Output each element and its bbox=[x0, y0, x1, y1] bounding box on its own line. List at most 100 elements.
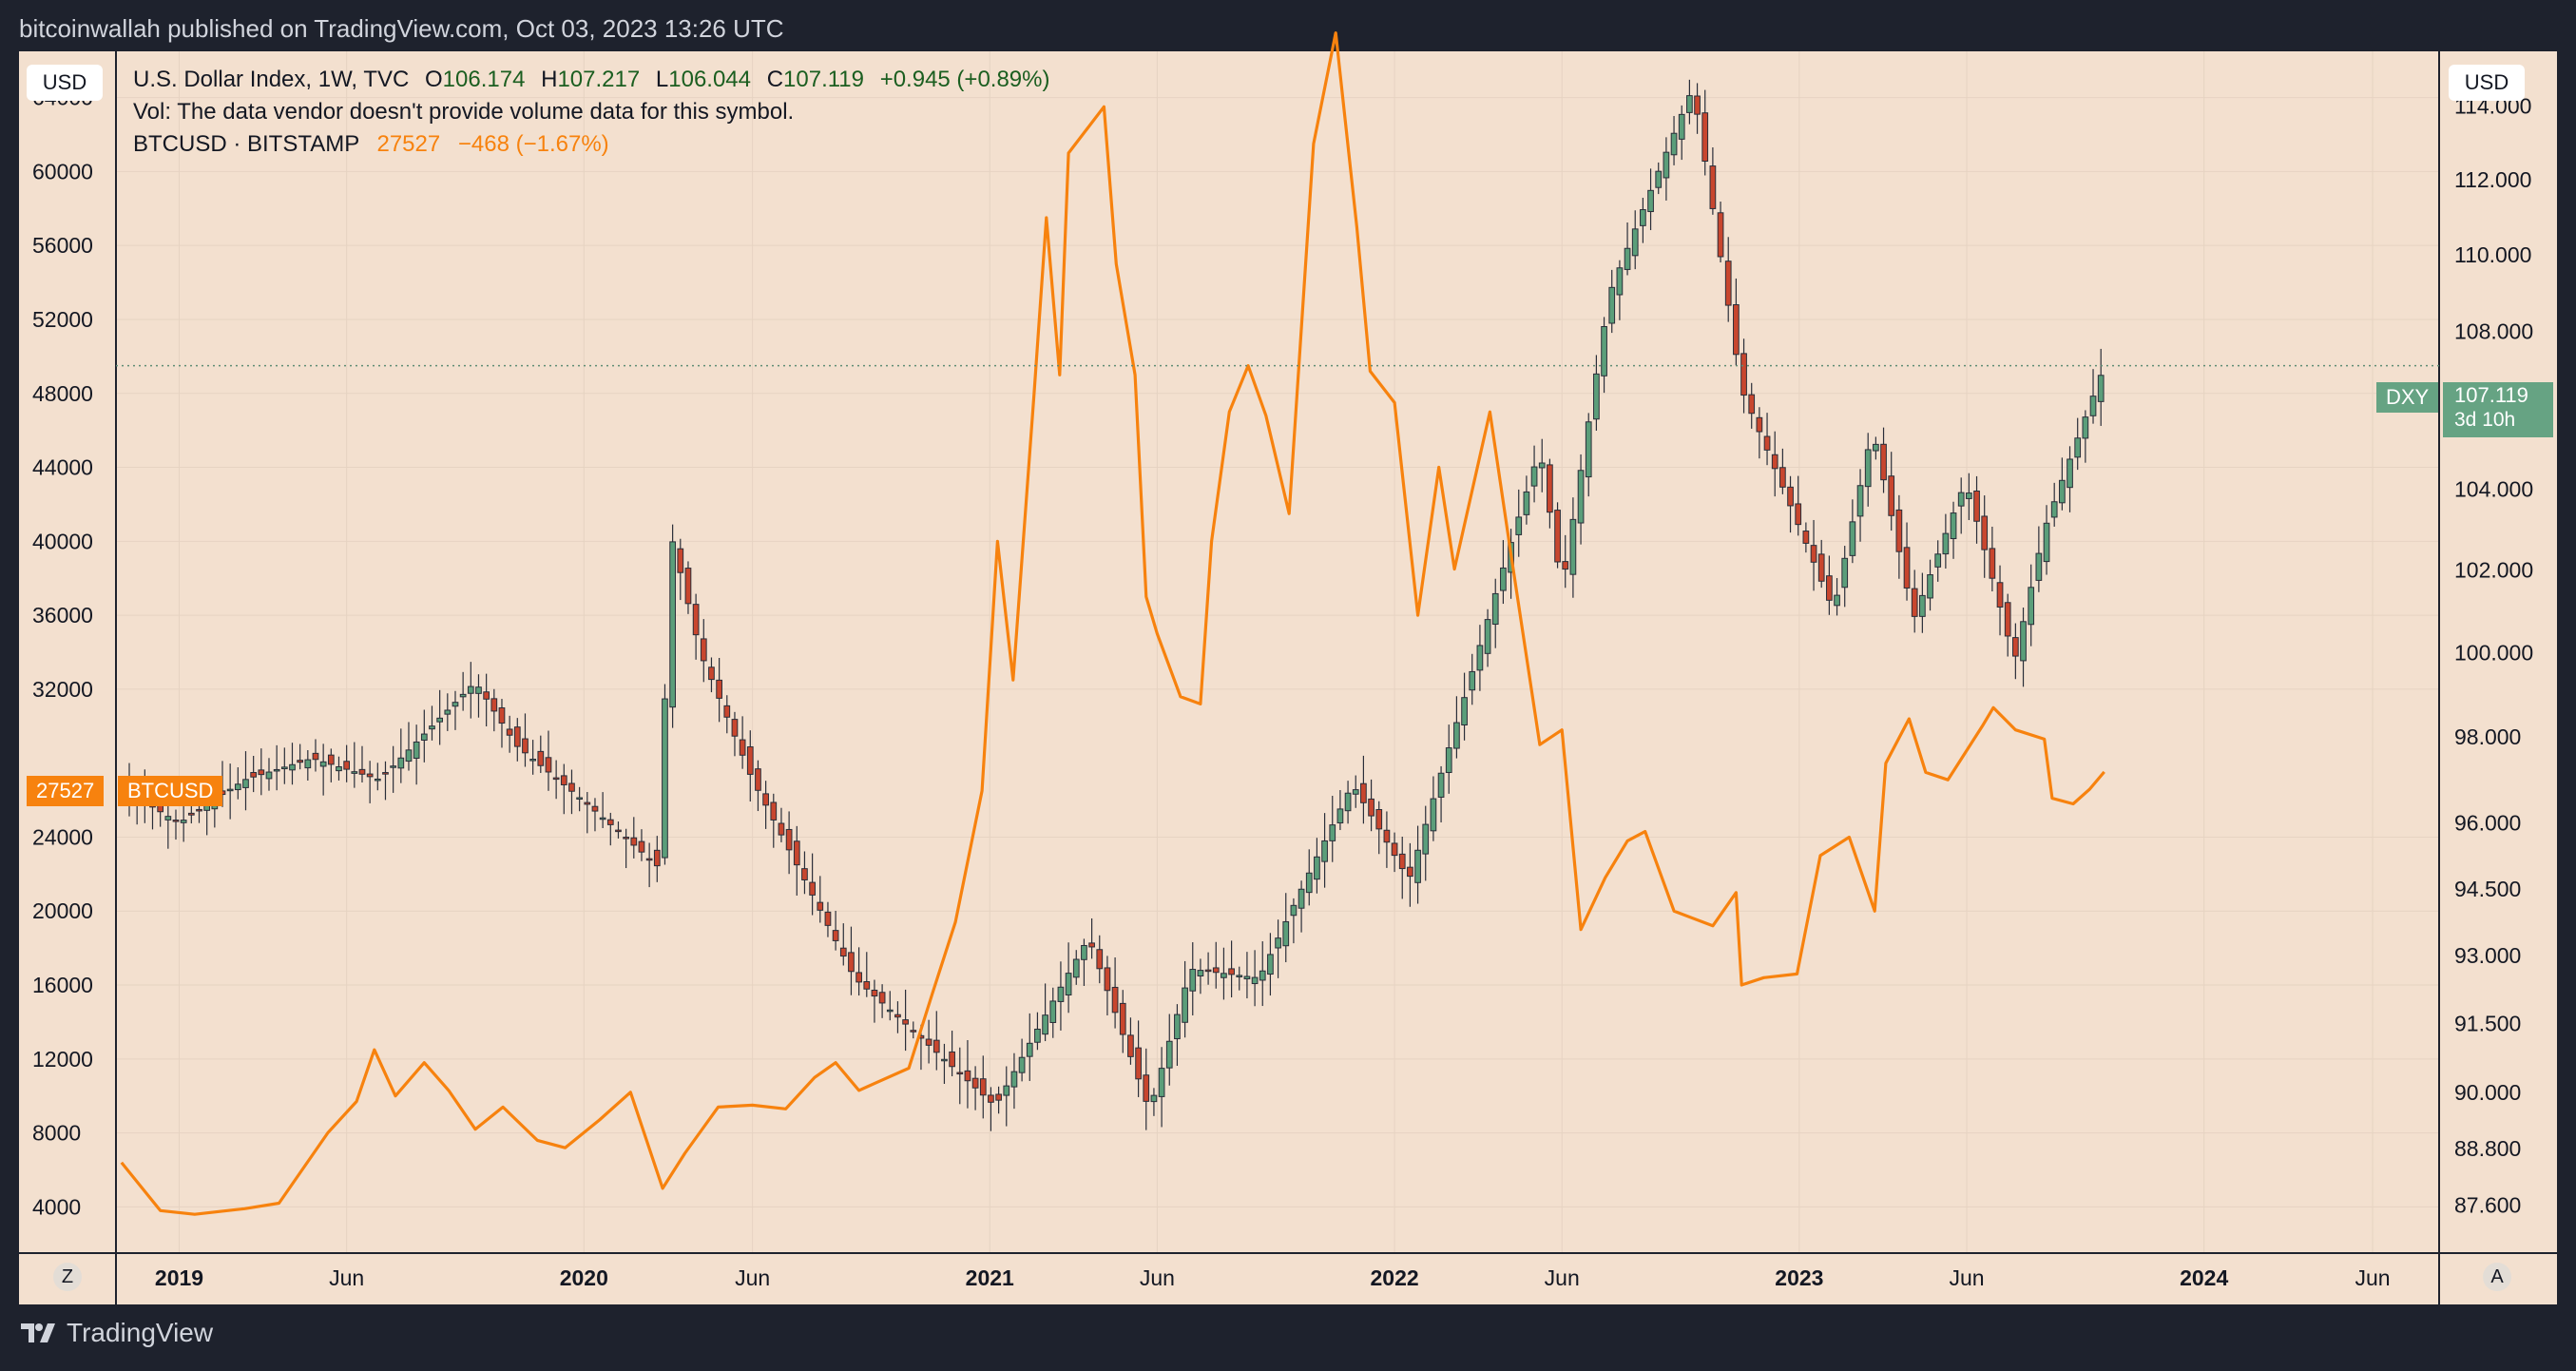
dxy-candle-body bbox=[1779, 467, 1786, 488]
dxy-candle-body bbox=[1810, 545, 1817, 563]
dxy-candle-body bbox=[1158, 1068, 1165, 1097]
dxy-countdown: 3d 10h bbox=[2454, 409, 2516, 431]
dxy-candle-body bbox=[1111, 986, 1119, 1014]
timezone-button[interactable]: Z bbox=[53, 1263, 82, 1291]
dxy-candle-body bbox=[1228, 968, 1235, 975]
dxy-candle-body bbox=[568, 782, 575, 792]
dxy-candle-body bbox=[1088, 942, 1095, 948]
dxy-candle-body bbox=[1523, 491, 1530, 515]
right-currency-button[interactable]: USD bbox=[2449, 65, 2525, 101]
dxy-candle-body bbox=[1321, 840, 1328, 862]
dxy-candle-body bbox=[242, 779, 249, 788]
dxy-candle-body bbox=[1500, 567, 1507, 591]
dxy-candle-body bbox=[1491, 592, 1499, 626]
dxy-candle-body bbox=[1150, 1094, 1158, 1103]
dxy-candle-body bbox=[1368, 798, 1375, 817]
dxy-candle-body bbox=[1856, 485, 1864, 517]
dxy-candle-body bbox=[2028, 587, 2035, 626]
dxy-candle-body bbox=[1547, 464, 1553, 513]
dxy-candle-body bbox=[739, 739, 746, 756]
dxy-candle-body bbox=[1942, 532, 1950, 555]
dxy-candle-body bbox=[1577, 470, 1585, 524]
dxy-candle-body bbox=[537, 750, 545, 766]
dxy-candle-body bbox=[1360, 782, 1367, 803]
dxy-candle-body bbox=[1631, 228, 1639, 257]
dxy-candle-body bbox=[708, 666, 715, 681]
dxy-candle-body bbox=[1096, 949, 1104, 970]
dxy-candle-body bbox=[250, 772, 258, 778]
dxy-candle-body bbox=[560, 775, 567, 785]
left-axis-tick-label: 36000 bbox=[32, 603, 93, 628]
dxy-candle-body bbox=[2020, 621, 2027, 662]
tradingview-logo-icon bbox=[21, 1323, 55, 1342]
dxy-candle-body bbox=[932, 1039, 940, 1053]
dxy-candle-body bbox=[1733, 304, 1740, 356]
btc-symbol-title[interactable]: BTCUSD · BITSTAMP bbox=[133, 131, 359, 157]
dxy-candle-body bbox=[187, 812, 195, 816]
btc-tag: BTCUSD bbox=[118, 776, 223, 806]
btcusd-series-line bbox=[120, 30, 2105, 1216]
dxy-candle-body bbox=[1352, 789, 1359, 795]
dxy-candle-body bbox=[1484, 619, 1491, 654]
dxy-candle-body bbox=[817, 901, 824, 911]
dxy-candle-body bbox=[1290, 904, 1298, 917]
dxy-candle-body bbox=[483, 691, 490, 700]
dxy-candle-body bbox=[1996, 582, 2004, 608]
dxy-candle-body bbox=[475, 686, 482, 694]
dxy-candle-body bbox=[1864, 449, 1872, 488]
dxy-candle-body bbox=[405, 749, 413, 763]
dxy-candle-body bbox=[1585, 421, 1592, 478]
dxy-candle-body bbox=[848, 952, 855, 973]
dxy-candle-body bbox=[988, 1094, 994, 1103]
left-axis-tick-label: 60000 bbox=[32, 159, 93, 183]
dxy-candle-body bbox=[1624, 247, 1631, 270]
dxy-candle-body bbox=[1314, 856, 1320, 880]
dxy-candle-body bbox=[1795, 503, 1802, 526]
dxy-candle-body bbox=[374, 778, 381, 782]
tradingview-brand[interactable]: TradingView bbox=[19, 1318, 213, 1348]
ohlc-close: C107.119 bbox=[766, 67, 865, 92]
dxy-candle-body bbox=[444, 709, 452, 715]
auto-scale-button[interactable]: A bbox=[2483, 1263, 2511, 1291]
dxy-candle-body bbox=[1398, 853, 1406, 870]
dxy-candle-body bbox=[1329, 824, 1336, 841]
dxy-candle-body bbox=[1569, 518, 1577, 575]
right-axis-tick-label: 100.000 bbox=[2454, 641, 2533, 666]
left-axis-tick-label: 44000 bbox=[32, 455, 93, 480]
dxy-candle-body bbox=[653, 849, 661, 867]
symbol-title[interactable]: U.S. Dollar Index, 1W, TVC bbox=[133, 67, 410, 92]
dxy-candle-body bbox=[1927, 574, 1933, 599]
dxy-candle-body bbox=[1476, 645, 1484, 671]
dxy-candle-body bbox=[584, 801, 591, 805]
dxy-candle-body bbox=[1763, 435, 1771, 451]
dxy-candle-body bbox=[638, 840, 645, 853]
dxy-candle-body bbox=[1189, 969, 1197, 992]
dxy-candle-body bbox=[1601, 326, 1607, 377]
left-axis-tick-label: 20000 bbox=[32, 898, 93, 923]
dxy-candle-body bbox=[1104, 967, 1111, 992]
dxy-candle-body bbox=[1305, 872, 1313, 894]
dxy-candle-body bbox=[1740, 353, 1747, 396]
dxy-candle-body bbox=[894, 1014, 901, 1018]
dxy-candle-body bbox=[196, 808, 202, 812]
dxy-candle-body bbox=[925, 1038, 932, 1046]
dxy-candle-body bbox=[1841, 557, 1849, 589]
dxy-candle-body bbox=[855, 972, 862, 983]
dxy-candle-body bbox=[949, 1051, 955, 1068]
x-axis-tick-label: 2021 bbox=[966, 1265, 1014, 1290]
left-currency-button[interactable]: USD bbox=[27, 65, 103, 101]
volume-note: Vol: The data vendor doesn't provide vol… bbox=[133, 99, 795, 125]
dxy-candle-body bbox=[1880, 443, 1887, 481]
dxy-candle-body bbox=[1221, 973, 1227, 978]
dxy-candle-body bbox=[1686, 95, 1693, 113]
dxy-candle-body bbox=[1267, 954, 1274, 975]
dxy-candle-body bbox=[591, 805, 599, 812]
dxy-candle-body bbox=[265, 771, 273, 780]
dxy-candle-body bbox=[1127, 1034, 1134, 1057]
dxy-candle-body bbox=[382, 772, 389, 775]
dxy-candle-body bbox=[336, 765, 342, 772]
dxy-candle-body bbox=[490, 698, 498, 712]
dxy-candle-body bbox=[824, 911, 832, 926]
dxy-candle-body bbox=[902, 1019, 909, 1025]
